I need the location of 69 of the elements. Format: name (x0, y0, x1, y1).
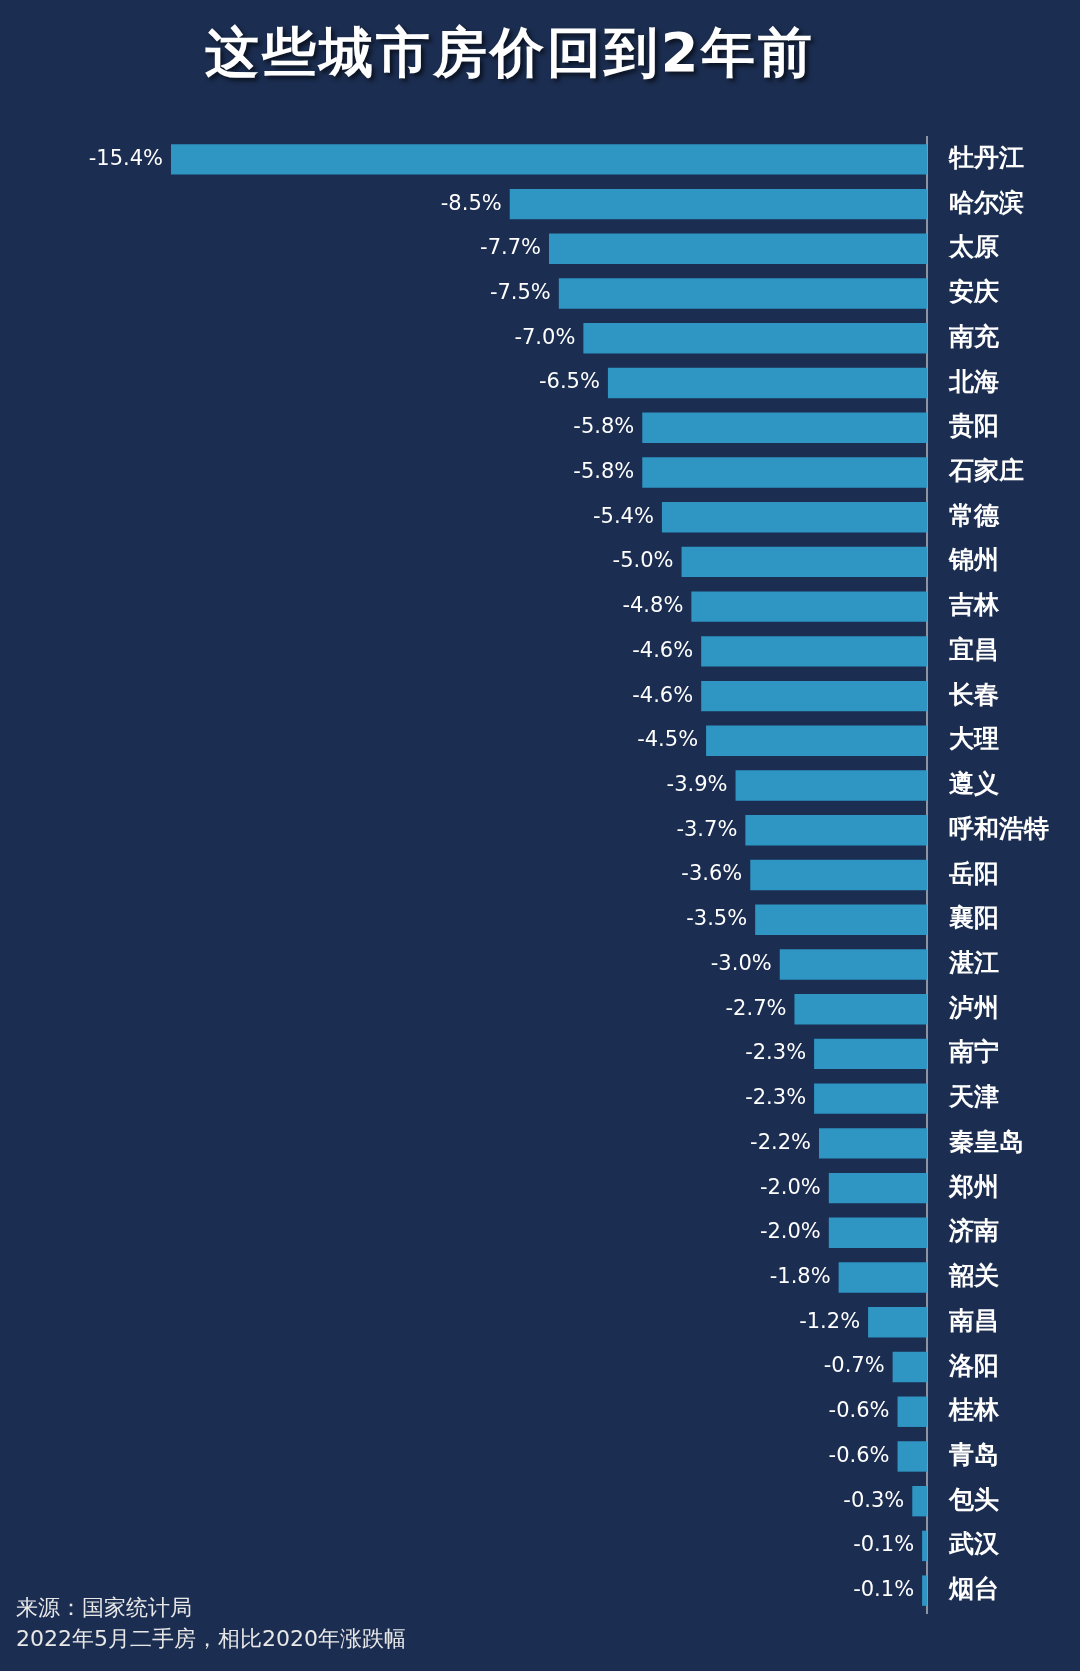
data-label: -0.7% (823, 1353, 885, 1378)
y-tick-label: 大理 (949, 724, 999, 754)
data-label: -3.5% (686, 906, 748, 931)
y-tick-label: 南宁 (948, 1037, 999, 1067)
data-label: -5.4% (592, 503, 654, 528)
y-tick-label: 北海 (948, 366, 999, 396)
data-label: -4.6% (632, 637, 694, 662)
data-label: -5.0% (612, 548, 674, 573)
y-tick-label: 武汉 (948, 1529, 1000, 1559)
data-label: -1.2% (799, 1308, 861, 1333)
y-tick-label: 郑州 (948, 1171, 999, 1201)
y-tick-label: 天津 (948, 1082, 999, 1112)
data-label: -0.6% (828, 1442, 890, 1467)
y-tick-label: 济南 (948, 1216, 999, 1246)
data-label: -4.5% (637, 727, 699, 752)
data-label: -0.1% (853, 1577, 915, 1602)
data-label: -6.5% (538, 369, 600, 394)
data-label: -4.8% (622, 593, 684, 618)
data-label: -7.0% (514, 324, 576, 349)
data-label: -3.7% (676, 816, 738, 841)
y-tick-label: 吉林 (948, 590, 1000, 620)
y-tick-label: 韶关 (948, 1261, 999, 1291)
data-label: -0.1% (853, 1532, 915, 1557)
y-tick-label: 呼和浩特 (949, 813, 1049, 843)
y-tick-label: 遵义 (949, 769, 999, 799)
y-tick-label: 太原 (948, 232, 999, 262)
data-label: -3.9% (666, 772, 728, 796)
y-tick-label: 秦皇岛 (949, 1126, 1024, 1156)
y-tick-label: 泸州 (948, 992, 999, 1022)
chart-title: 这些城市房价回到2年前 (203, 20, 817, 86)
data-label: -8.5% (440, 190, 502, 215)
text: 2022年5月二手房，相比2020年涨跌幅 (16, 1625, 406, 1653)
y-tick-label: 烟台 (948, 1574, 999, 1604)
y-tick-label: 牡丹江 (948, 142, 1024, 172)
y-tick-label: 长春 (948, 679, 999, 709)
y-tick-label: 岳阳 (948, 858, 999, 888)
data-label: -1.8% (769, 1264, 831, 1288)
y-tick-label: 湛江 (948, 947, 999, 977)
y-tick-label: 南充 (948, 321, 1000, 351)
y-tick-label: 青岛 (948, 1439, 999, 1469)
y-tick-label: 哈尔滨 (949, 187, 1024, 217)
data-label: -2.0% (759, 1174, 821, 1199)
data-label: -4.6% (632, 682, 694, 707)
data-label: -2.7% (725, 995, 787, 1020)
y-tick-label: 桂林 (948, 1395, 1000, 1425)
y-tick-label: 包头 (948, 1484, 999, 1514)
data-label: -3.6% (681, 861, 743, 886)
y-tick-label: 宜昌 (949, 634, 999, 664)
y-tick-label: 安庆 (949, 277, 999, 307)
y-tick-label: 贵阳 (948, 411, 999, 441)
data-label: -0.6% (828, 1398, 890, 1423)
data-label: -7.5% (489, 280, 551, 304)
y-tick-label: 襄阳 (949, 903, 999, 933)
y-tick-label: 石家庄 (948, 455, 1024, 485)
y-tick-label: 洛阳 (948, 1350, 999, 1380)
y-tick-label: 南昌 (948, 1305, 999, 1335)
data-label: -2.3% (745, 1040, 807, 1065)
annotation: 来源：国家统计局 (16, 1594, 193, 1622)
y-tick-label: 常德 (949, 500, 1000, 530)
data-label: -2.3% (745, 1085, 807, 1110)
y-tick-label: 锦州 (948, 545, 999, 575)
data-label: -0.3% (843, 1487, 905, 1512)
data-label: -7.7% (480, 235, 541, 260)
data-label: -15.4% (88, 145, 163, 170)
data-label: -3.0% (710, 950, 772, 975)
data-label: -5.8% (573, 414, 635, 439)
data-label: -2.0% (759, 1219, 821, 1244)
data-label: -2.2% (750, 1129, 811, 1154)
data-label: -5.8% (573, 458, 635, 483)
